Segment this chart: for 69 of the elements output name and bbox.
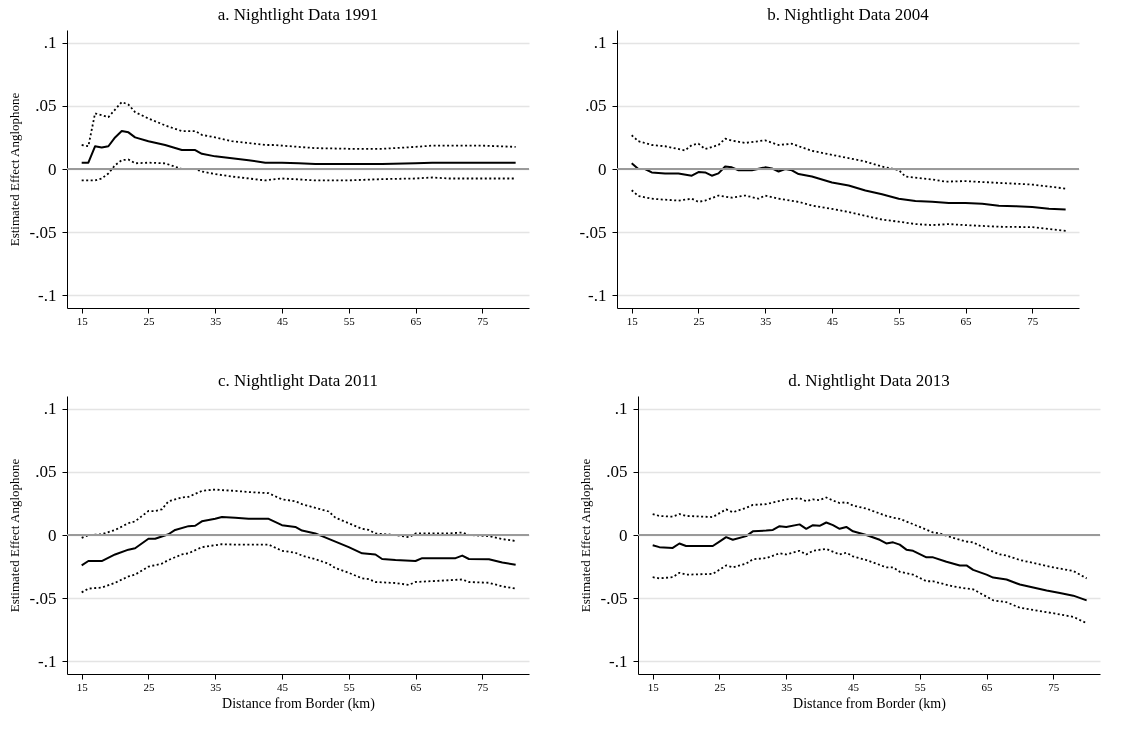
x-tick-label: 65 bbox=[410, 314, 422, 327]
line-series bbox=[80, 543, 517, 594]
y-tick-label: 0 bbox=[619, 525, 628, 545]
x-tick-label: 65 bbox=[981, 680, 993, 693]
x-tick-label: 25 bbox=[143, 314, 155, 327]
y-tick-label: .05 bbox=[606, 462, 628, 482]
x-tick-label: 75 bbox=[477, 680, 489, 693]
x-tick-label: 35 bbox=[210, 314, 222, 327]
x-tick-label: 25 bbox=[714, 680, 726, 693]
x-axis-title: Distance from Border (km) bbox=[222, 695, 376, 712]
x-tick-label: 15 bbox=[76, 680, 89, 693]
y-tick-label: .05 bbox=[585, 96, 607, 116]
line-series bbox=[651, 548, 1088, 625]
x-tick-label: 45 bbox=[847, 680, 860, 693]
y-tick-label: -.05 bbox=[29, 588, 57, 608]
x-tick-label: 55 bbox=[343, 314, 356, 327]
line-series bbox=[80, 488, 517, 542]
line-series bbox=[630, 134, 1067, 190]
y-axis-title: Estimated Effect Anglophone bbox=[6, 458, 22, 613]
y-tick-label: 0 bbox=[48, 525, 57, 545]
x-tick-label: 45 bbox=[276, 680, 289, 693]
y-tick-label: -.1 bbox=[609, 651, 628, 671]
x-tick-label: 35 bbox=[760, 314, 772, 327]
y-tick-label: -.05 bbox=[29, 222, 57, 242]
x-axis-title: Distance from Border (km) bbox=[793, 695, 947, 712]
y-tick-label: -.05 bbox=[579, 222, 607, 242]
x-tick-label: 45 bbox=[826, 314, 839, 327]
x-tick-label: 35 bbox=[781, 680, 793, 693]
x-tick-label: 55 bbox=[893, 314, 906, 327]
x-tick-label: 15 bbox=[76, 314, 89, 327]
line-series bbox=[80, 101, 517, 150]
y-tick-label: .05 bbox=[35, 462, 57, 482]
x-tick-label: 25 bbox=[693, 314, 705, 327]
x-tick-label: 65 bbox=[960, 314, 972, 327]
y-tick-label: 0 bbox=[598, 159, 607, 179]
y-tick-label: .1 bbox=[614, 399, 628, 419]
x-tick-label: 45 bbox=[276, 314, 289, 327]
line-series bbox=[80, 130, 517, 165]
x-tick-label: 25 bbox=[143, 680, 155, 693]
x-tick-label: 15 bbox=[626, 314, 639, 327]
line-series bbox=[80, 516, 517, 567]
y-tick-label: -.1 bbox=[38, 651, 57, 671]
chart-title: c. Nightlight Data 2011 bbox=[218, 371, 378, 390]
y-tick-label: 0 bbox=[48, 159, 57, 179]
x-tick-label: 55 bbox=[914, 680, 927, 693]
x-tick-label: 75 bbox=[1048, 680, 1060, 693]
line-series bbox=[651, 521, 1088, 602]
line-series bbox=[651, 496, 1088, 580]
y-tick-label: .1 bbox=[43, 399, 57, 419]
y-tick-label: -.05 bbox=[600, 588, 628, 608]
line-series bbox=[80, 158, 517, 182]
chart-title: a. Nightlight Data 1991 bbox=[217, 5, 379, 24]
y-axis-title: Estimated Effect Anglophone bbox=[577, 458, 593, 613]
y-tick-label: -.1 bbox=[588, 285, 607, 305]
line-series bbox=[630, 162, 1067, 211]
y-tick-label: .1 bbox=[593, 33, 607, 53]
x-tick-label: 75 bbox=[477, 314, 489, 327]
x-tick-label: 75 bbox=[1027, 314, 1039, 327]
line-series bbox=[630, 189, 1067, 232]
y-tick-label: .1 bbox=[43, 33, 57, 53]
y-axis-title: Estimated Effect Anglophone bbox=[6, 92, 22, 247]
y-tick-label: .05 bbox=[35, 96, 57, 116]
y-tick-label: -.1 bbox=[38, 285, 57, 305]
x-tick-label: 15 bbox=[647, 680, 660, 693]
x-tick-label: 65 bbox=[410, 680, 422, 693]
x-tick-label: 55 bbox=[343, 680, 356, 693]
chart-title: b. Nightlight Data 2004 bbox=[767, 5, 930, 24]
chart-title: d. Nightlight Data 2013 bbox=[788, 371, 950, 390]
x-tick-label: 35 bbox=[210, 680, 222, 693]
